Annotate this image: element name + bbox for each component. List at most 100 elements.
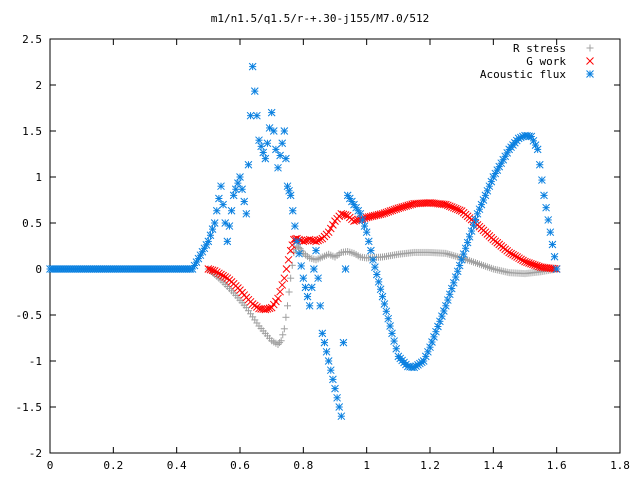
data-point — [535, 160, 544, 169]
data-point — [509, 250, 517, 259]
data-point — [240, 197, 249, 206]
data-point — [286, 191, 295, 200]
data-point — [280, 274, 289, 283]
data-point — [291, 222, 299, 230]
legend-marker — [586, 70, 594, 78]
data-point — [282, 265, 291, 273]
plot-area-border — [49, 38, 621, 454]
data-point — [236, 173, 244, 181]
data-point — [314, 236, 322, 245]
data-point — [263, 139, 272, 148]
data-point — [297, 262, 306, 270]
data-point — [341, 211, 350, 219]
data-point — [242, 209, 251, 218]
data-point — [229, 191, 238, 200]
data-point — [204, 265, 213, 273]
data-point — [322, 347, 331, 356]
data-point — [388, 329, 396, 338]
data-point — [356, 209, 365, 218]
x-tick-label: 0.6 — [230, 459, 250, 472]
data-point — [374, 278, 383, 286]
data-point — [341, 265, 350, 273]
data-point — [312, 246, 320, 255]
data-point — [276, 339, 284, 347]
data-point — [542, 203, 550, 212]
data-point — [320, 338, 329, 347]
data-point — [455, 206, 464, 215]
data-point — [299, 274, 308, 283]
x-tick-label: 1.4 — [483, 459, 503, 472]
data-point — [259, 148, 268, 157]
series-layer — [46, 62, 561, 421]
data-point — [333, 393, 341, 402]
data-point — [511, 252, 519, 260]
data-point — [217, 270, 225, 279]
data-point — [288, 241, 297, 249]
legend-label: Acoustic flux — [480, 68, 566, 81]
data-point — [231, 185, 240, 194]
data-point — [364, 237, 373, 246]
data-point — [519, 256, 527, 265]
data-point — [445, 202, 454, 211]
data-point — [295, 243, 303, 251]
data-point — [378, 292, 387, 301]
data-point — [272, 145, 280, 154]
data-point — [544, 216, 553, 224]
data-point — [204, 237, 213, 246]
data-point — [248, 62, 257, 71]
data-point — [362, 228, 371, 237]
data-point — [299, 237, 308, 246]
data-point — [278, 281, 287, 289]
data-point — [208, 225, 217, 233]
data-point — [326, 366, 335, 375]
data-point — [263, 305, 272, 313]
data-point — [284, 255, 293, 264]
data-point — [326, 224, 335, 233]
data-point — [274, 163, 282, 172]
series-acoustic-flux — [46, 62, 561, 421]
data-point — [369, 255, 377, 264]
data-point — [443, 201, 452, 210]
data-point — [505, 248, 514, 257]
data-point — [246, 111, 255, 120]
data-point — [329, 375, 337, 384]
data-point — [314, 274, 322, 283]
data-point — [265, 124, 274, 132]
y-tick-label: 0 — [35, 263, 42, 276]
data-point — [279, 331, 287, 339]
y-tick-label: 2.5 — [22, 33, 42, 46]
axis-ticks — [49, 38, 621, 454]
data-point — [372, 270, 381, 279]
data-point — [293, 237, 301, 246]
data-point — [546, 228, 555, 237]
data-point — [533, 145, 542, 154]
data-point — [305, 301, 314, 310]
data-point — [286, 246, 295, 255]
y-tick-labels: 2.5 2 1.5 1 0.5 0 -0.5 -1 -1.5 -2 — [16, 33, 43, 460]
data-point — [290, 248, 298, 256]
x-tick-label: 0.4 — [167, 459, 187, 472]
x-tick-label: 0.2 — [103, 459, 123, 472]
data-point — [261, 154, 270, 163]
data-point — [552, 265, 561, 273]
data-point — [371, 263, 379, 272]
data-point — [238, 185, 246, 194]
data-point — [337, 412, 346, 421]
data-point — [386, 322, 394, 330]
data-point — [208, 266, 217, 275]
data-point — [305, 235, 314, 244]
data-point — [267, 108, 276, 117]
data-point — [219, 271, 227, 280]
data-point — [234, 179, 242, 187]
data-point — [324, 357, 333, 365]
data-point — [257, 142, 265, 151]
data-point — [274, 294, 282, 303]
data-point — [352, 216, 360, 225]
data-point — [316, 301, 325, 310]
data-point — [507, 249, 515, 258]
data-point — [227, 206, 236, 215]
data-point — [215, 269, 223, 278]
data-point — [210, 219, 219, 227]
